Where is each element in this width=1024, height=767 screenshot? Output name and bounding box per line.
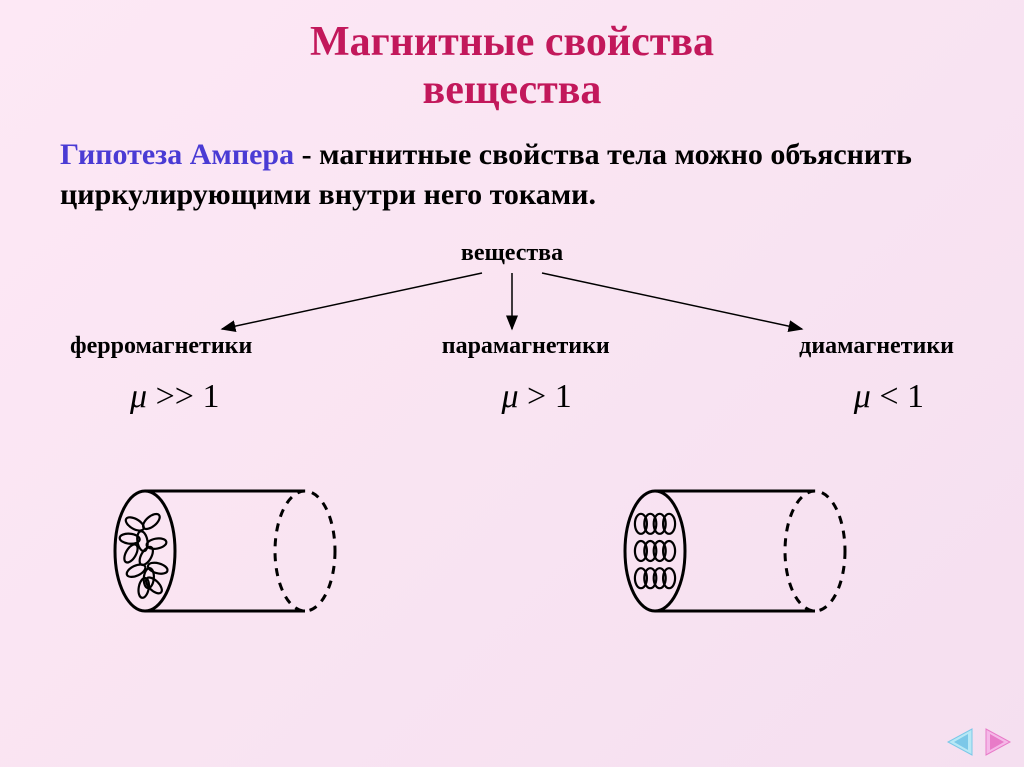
permeability-row: μ >> 1 μ > 1 μ < 1 [0, 378, 1024, 416]
perm-val: 1 [907, 378, 924, 415]
hypothesis-highlight: Гипотеза Ампера [60, 138, 294, 171]
perm-op: >> [156, 378, 194, 415]
perm-val: 1 [555, 378, 572, 415]
mu-symbol: μ [130, 378, 147, 415]
cat-dia: диамагнетики [799, 333, 954, 360]
cylinder-left [110, 486, 340, 616]
title-line2: вещества [0, 66, 1024, 114]
cat-ferro: ферромагнетики [70, 333, 252, 360]
perm-para: μ > 1 [501, 378, 571, 416]
perm-op: > [527, 378, 546, 415]
tree-root-label: вещества [0, 240, 1024, 267]
perm-dia: μ < 1 [854, 378, 924, 416]
mu-symbol: μ [854, 378, 871, 415]
mu-symbol: μ [501, 378, 518, 415]
cylinder-diagrams [0, 486, 1024, 666]
title-line1: Магнитные свойства [0, 18, 1024, 66]
slide-title: Магнитные свойства вещества [0, 0, 1024, 115]
category-row: ферромагнетики парамагнетики диамагнетик… [0, 333, 1024, 360]
hypothesis-text: Гипотеза Ампера - магнитные свойства тел… [0, 115, 1024, 216]
perm-op: < [879, 378, 898, 415]
nav-forward-button[interactable] [980, 723, 1018, 761]
nav-arrows [940, 723, 1018, 761]
cat-para: парамагнетики [442, 333, 610, 360]
tree-arrows [112, 267, 912, 337]
cylinder-right [620, 486, 850, 616]
perm-ferro: μ >> 1 [130, 378, 219, 416]
nav-back-button[interactable] [940, 723, 978, 761]
perm-val: 1 [202, 378, 219, 415]
